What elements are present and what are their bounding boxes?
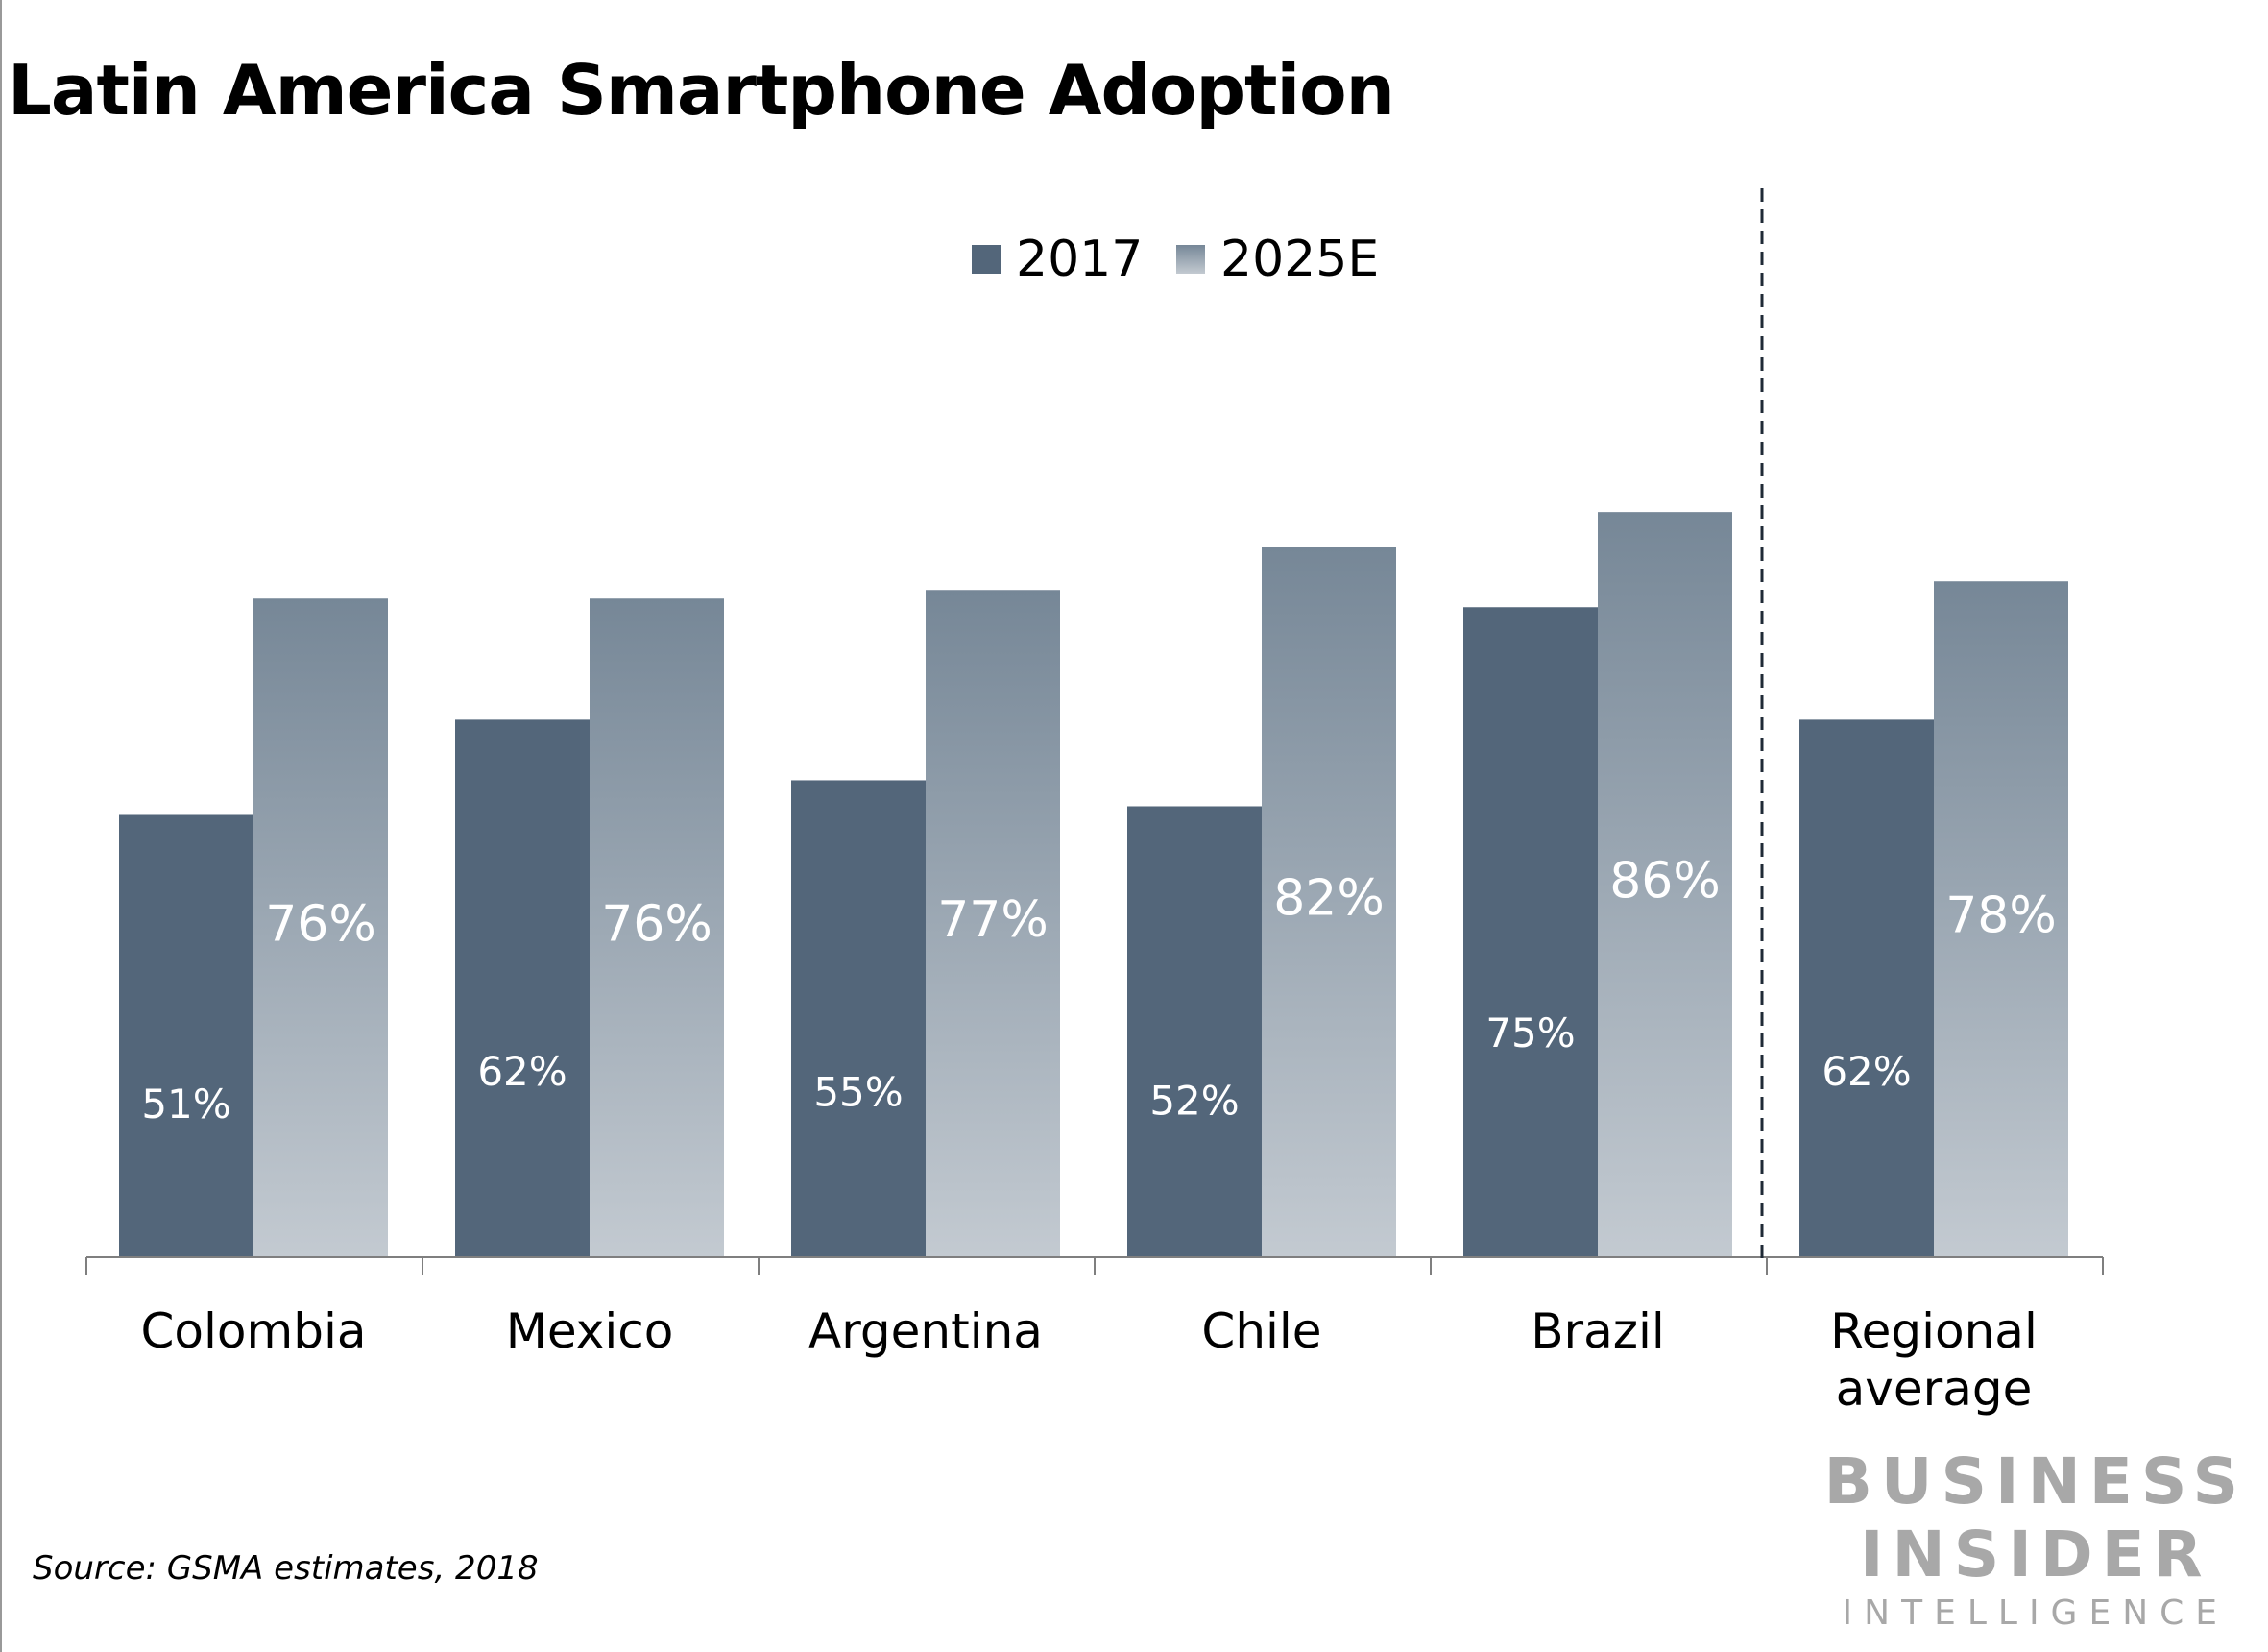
bar-2017-brazil: [1463, 607, 1598, 1256]
data-label-2017-mexico: 62%: [477, 1048, 567, 1095]
bar-2017-regional-average: [1799, 719, 1934, 1256]
data-label-2017-regional-average: 62%: [1822, 1048, 1911, 1095]
tick-label-argentina: Argentina: [808, 1303, 1043, 1359]
tick-label-regional-average: Regional average: [1830, 1303, 2038, 1417]
brand-line-2: INSIDER: [1860, 1518, 2211, 1591]
source-note: Source: GSMA estimates, 2018: [33, 1549, 539, 1588]
tick-label-mexico: Mexico: [506, 1303, 674, 1359]
bar-2025e-regional-average: [1934, 581, 2068, 1256]
legend-swatch-2025e: [1176, 245, 1205, 274]
data-label-2025e-brazil: 86%: [1609, 853, 1721, 911]
data-label-2017-argentina: 55%: [813, 1069, 903, 1116]
data-label-2025e-argentina: 77%: [937, 891, 1049, 949]
bar-2025e-brazil: [1598, 512, 1732, 1256]
tick-label-chile: Chile: [1201, 1303, 1321, 1359]
data-label-2017-brazil: 75%: [1485, 1009, 1575, 1057]
legend-label-2025e: 2025E: [1220, 231, 1379, 288]
tick-label-brazil: Brazil: [1531, 1303, 1665, 1359]
data-label-2025e-mexico: 76%: [601, 896, 712, 954]
bar-2017-chile: [1127, 806, 1262, 1256]
data-label-2025e-regional-average: 78%: [1945, 887, 2057, 945]
data-label-2017-colombia: 51%: [141, 1081, 230, 1128]
legend-label-2017: 2017: [1016, 231, 1143, 288]
data-label-2025e-colombia: 76%: [265, 896, 376, 954]
bar-2017-colombia: [119, 814, 253, 1256]
data-label-2025e-chile: 82%: [1273, 870, 1385, 928]
chart-title: Latin America Smartphone Adoption: [8, 50, 1395, 131]
brand-line-1: BUSINESS: [1823, 1445, 2247, 1518]
bar-2025e-chile: [1262, 547, 1396, 1256]
bar-2017-argentina: [791, 780, 926, 1256]
bar-2017-mexico: [455, 719, 590, 1256]
legend-swatch-2017: [972, 245, 1001, 274]
bar-2025e-argentina: [926, 590, 1060, 1256]
tick-label-colombia: Colombia: [141, 1303, 367, 1359]
brand-line-3: INTELLIGENCE: [1842, 1593, 2230, 1633]
bar-2025e-mexico: [590, 598, 724, 1256]
data-label-2017-chile: 52%: [1149, 1078, 1239, 1125]
business-insider-intelligence-logo: BUSINESS INSIDER INTELLIGENCE: [1824, 1446, 2247, 1636]
bar-2025e-colombia: [253, 598, 388, 1256]
